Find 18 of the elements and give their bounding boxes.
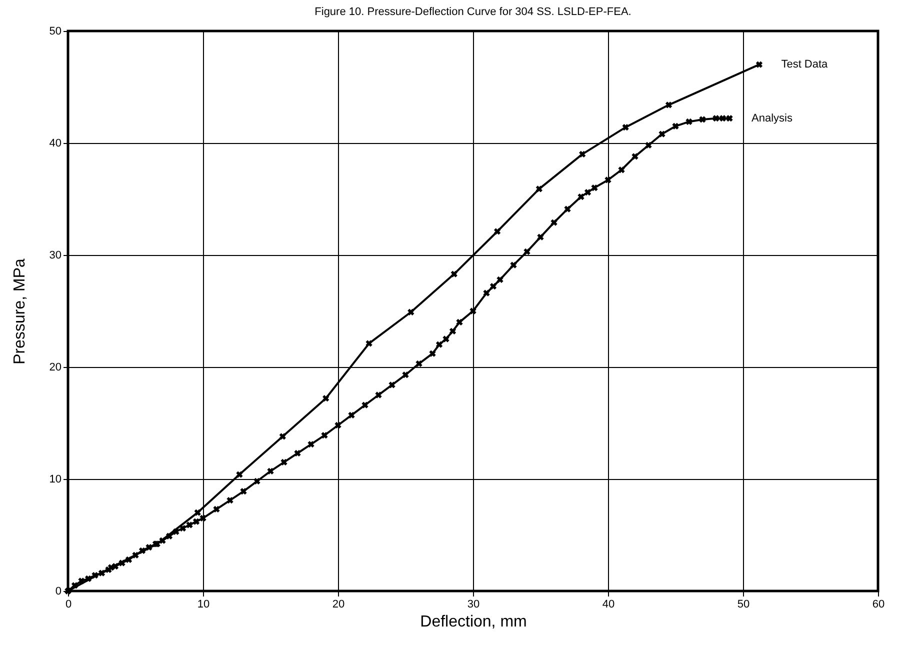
x-tick-label: 60 xyxy=(872,598,885,610)
x-tick-label: 0 xyxy=(65,598,72,610)
chart-title: Figure 10. Pressure-Deflection Curve for 304 SS. LSLD-EP-FEA. xyxy=(314,6,632,18)
y-tick-label: 20 xyxy=(49,362,62,374)
y-tick-label: 40 xyxy=(49,138,62,150)
x-axis-title: Deflection, mm xyxy=(420,614,527,630)
y-tick-label: 30 xyxy=(49,250,62,262)
x-tick-label: 20 xyxy=(332,598,345,610)
x-tick-label: 40 xyxy=(602,598,615,610)
x-tick-label: 50 xyxy=(737,598,750,610)
y-tick-label: 10 xyxy=(49,474,62,486)
y-axis-title: Pressure, MPa xyxy=(11,258,28,364)
x-tick-label: 30 xyxy=(467,598,480,610)
series-label: Analysis xyxy=(752,112,793,124)
x-tick-label: 10 xyxy=(197,598,210,610)
y-tick-label: 50 xyxy=(49,26,62,38)
y-tick-label: 0 xyxy=(55,586,62,598)
series-label: Test Data xyxy=(781,58,829,71)
